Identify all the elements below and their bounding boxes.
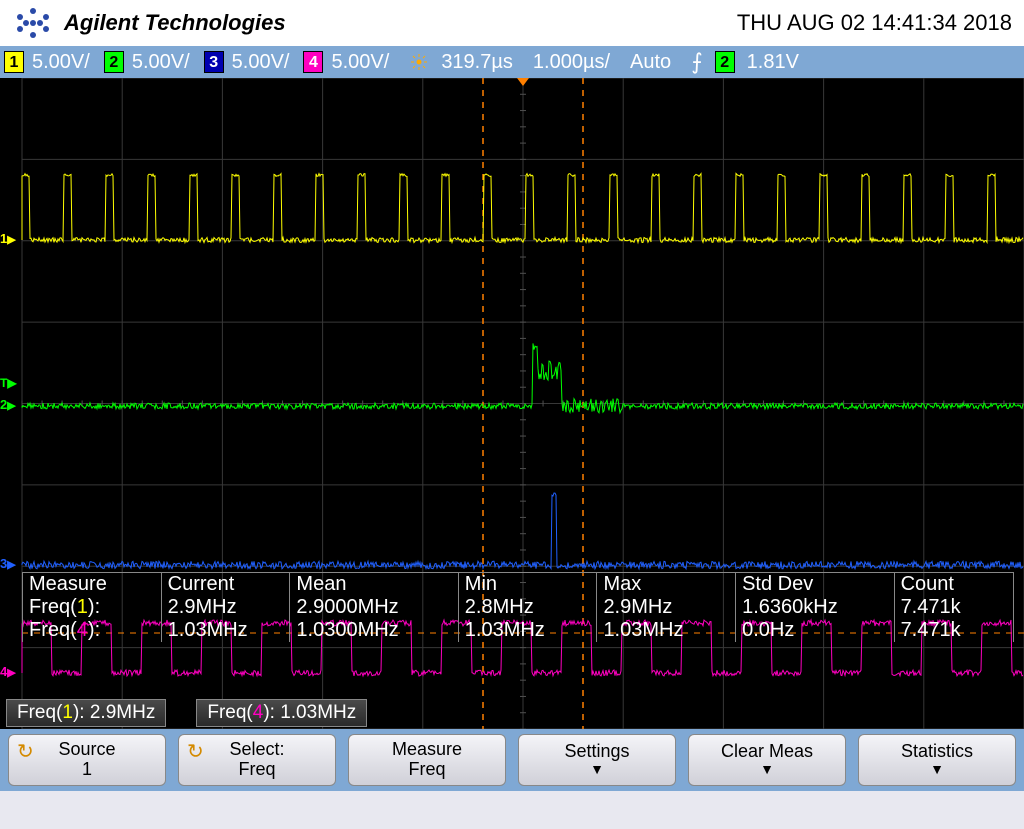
trigger-level[interactable]: 1.81V: [747, 51, 799, 74]
channel-bar: 1 5.00V/2 5.00V/3 5.00V/4 5.00V/ 319.7µs 1.0…: [0, 46, 1024, 78]
cursor-readout-0: Freq(1): 2.9MHz: [6, 699, 166, 727]
softkey-bar: ↻Source1↻Select:FreqMeasureFreqSettings▼…: [0, 729, 1024, 791]
measurement-val-1-0: 1.03MHz: [161, 619, 290, 642]
softkey-3[interactable]: Settings▼: [518, 734, 676, 786]
channel-3-vdiv[interactable]: 5.00V/: [232, 51, 290, 74]
channel-4-badge[interactable]: 4: [303, 51, 323, 73]
softkey-1[interactable]: ↻ Select:Freq: [178, 734, 336, 786]
measurement-label-0: Freq(1):: [23, 596, 162, 619]
softkey-2[interactable]: MeasureFreq: [348, 734, 506, 786]
channel-4-vdiv[interactable]: 5.00V/: [331, 51, 389, 74]
channel-2-ground-marker: 2▶: [0, 397, 16, 412]
measurement-header-3: Min: [458, 573, 597, 596]
chevron-down-icon: ▼: [760, 762, 774, 777]
cycle-icon: ↻: [187, 741, 204, 763]
measurement-table: MeasureCurrentMeanMinMaxStd DevCountFreq…: [22, 573, 1013, 642]
waveform-display[interactable]: 1▶ 2▶ 3▶ 4▶ T▶ MeasureCurrentMeanMinMaxStd D…: [0, 78, 1024, 729]
channel-1-ground-marker: 1▶: [0, 231, 16, 246]
measurement-header-1: Current: [161, 573, 290, 596]
softkey-5[interactable]: Statistics▼: [858, 734, 1016, 786]
measurement-val-0-5: 7.471k: [894, 596, 1013, 619]
channel-4-ground-marker: 4▶: [0, 664, 16, 679]
softkey-0[interactable]: ↻ Source1: [8, 734, 166, 786]
measurement-val-0-1: 2.9000MHz: [290, 596, 458, 619]
channel-3-ground-marker: 3▶: [0, 556, 16, 571]
measurement-val-0-2: 2.8MHz: [458, 596, 597, 619]
softkey-4-line1: Clear Meas: [721, 742, 813, 762]
trigger-marker: T▶: [0, 376, 17, 390]
trigger-mode[interactable]: Auto: [630, 51, 671, 74]
datetime-text: THU AUG 02 14:41:34 2018: [737, 10, 1012, 36]
softkey-2-line1: Measure: [392, 740, 462, 760]
measurement-val-0-0: 2.9MHz: [161, 596, 290, 619]
chevron-down-icon: ▼: [590, 762, 604, 777]
measurement-header-6: Count: [894, 573, 1013, 596]
measurement-val-1-4: 0.0Hz: [736, 619, 894, 642]
brand-text: Agilent Technologies: [64, 10, 286, 36]
trigger-source-badge[interactable]: 2: [715, 51, 735, 73]
softkey-2-line2: Freq: [408, 760, 445, 780]
timebase-delay[interactable]: 319.7µs: [441, 51, 513, 74]
header-bar: Agilent Technologies THU AUG 02 14:41:34…: [0, 0, 1024, 46]
channel-3-badge[interactable]: 3: [204, 51, 224, 73]
measurement-header-2: Mean: [290, 573, 458, 596]
trigger-edge-icon: ⨍: [691, 49, 702, 75]
measurement-header-4: Max: [597, 573, 736, 596]
agilent-logo-icon: [12, 5, 54, 41]
softkey-5-line1: Statistics: [901, 742, 973, 762]
softkey-1-line2: Freq: [238, 760, 275, 780]
measurement-header-5: Std Dev: [736, 573, 894, 596]
measurement-val-0-4: 1.6360kHz: [736, 596, 894, 619]
measurement-overlay: MeasureCurrentMeanMinMaxStd DevCountFreq…: [22, 572, 1014, 642]
channel-2-vdiv[interactable]: 5.00V/: [132, 51, 190, 74]
measurement-val-1-1: 1.0300MHz: [290, 619, 458, 642]
softkey-3-line1: Settings: [564, 742, 629, 762]
channel-2-badge[interactable]: 2: [104, 51, 124, 73]
measurement-header-0: Measure: [23, 573, 162, 596]
timebase-icon: [409, 52, 429, 72]
softkey-0-line1: Source: [58, 740, 115, 760]
measurement-val-1-3: 1.03MHz: [597, 619, 736, 642]
channel-1-badge[interactable]: 1: [4, 51, 24, 73]
softkey-4[interactable]: Clear Meas▼: [688, 734, 846, 786]
timebase-scale[interactable]: 1.000µs/: [533, 51, 610, 74]
softkey-0-line2: 1: [82, 760, 92, 780]
measurement-val-0-3: 2.9MHz: [597, 596, 736, 619]
cycle-icon: ↻: [17, 741, 34, 763]
measurement-header-row: MeasureCurrentMeanMinMaxStd DevCount: [23, 573, 1014, 596]
measurement-val-1-2: 1.03MHz: [458, 619, 597, 642]
channel-1-vdiv[interactable]: 5.00V/: [32, 51, 90, 74]
chevron-down-icon: ▼: [930, 762, 944, 777]
measurement-label-1: Freq(4):: [23, 619, 162, 642]
measurement-row-1: Freq(4):1.03MHz1.0300MHz1.03MHz1.03MHz0.…: [23, 619, 1014, 642]
softkey-1-line1: Select:: [229, 740, 284, 760]
measurement-val-1-5: 7.471k: [894, 619, 1013, 642]
logo-group: Agilent Technologies: [12, 5, 286, 41]
cursor-readout-row: Freq(1): 2.9MHz Freq(4): 1.03MHz: [6, 699, 367, 727]
cursor-readout-1: Freq(4): 1.03MHz: [196, 699, 367, 727]
measurement-row-0: Freq(1):2.9MHz2.9000MHz2.8MHz2.9MHz1.636…: [23, 596, 1014, 619]
